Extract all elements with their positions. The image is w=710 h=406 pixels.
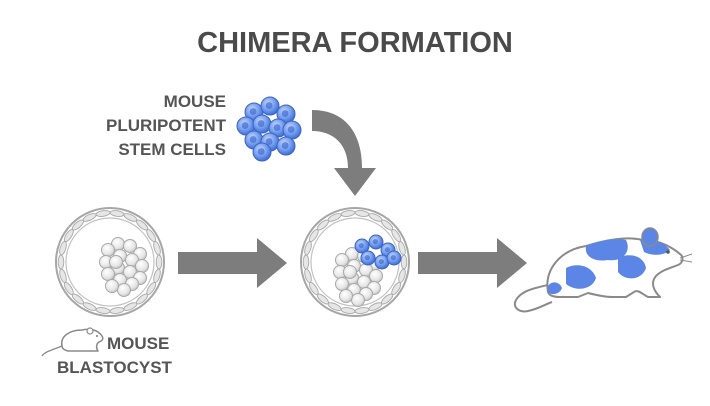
injected-stem-cells [354, 234, 402, 270]
stem-cell-nucleus [257, 120, 265, 127]
stem-cell-cluster [236, 96, 302, 162]
inner-mass-cell [101, 243, 115, 257]
inner-mass-cell [135, 259, 149, 273]
stem-cells-label: MOUSE PLURIPOTENT STEM CELLS [106, 92, 227, 159]
stem-cell-nucleus [378, 258, 384, 265]
stem-cells-label-line-1: MOUSE [164, 92, 226, 111]
inner-mass-cell [351, 293, 365, 307]
inner-mass-cell [101, 267, 115, 281]
stem-cell-nucleus [372, 238, 378, 245]
stem-cells-label-line-3: STEM CELLS [118, 140, 226, 159]
arrow-right-2 [418, 238, 527, 288]
chimera-mouse-eye [666, 250, 670, 254]
blastocyst-label: MOUSE BLASTOCYST [57, 334, 173, 377]
trophoblast-cell [57, 254, 65, 270]
stem-cell-nucleus [287, 126, 295, 133]
trophoblast-cell [398, 240, 406, 256]
blastocyst-label-line-1: MOUSE [107, 334, 169, 353]
chimera-patch-flank [566, 265, 596, 289]
stem-cells-label-line-2: PLURIPOTENT [106, 116, 227, 135]
trophoblast-cell [155, 254, 163, 270]
stem-cell-nucleus [384, 246, 390, 253]
inner-mass-cell [343, 265, 357, 279]
trophoblast-cell [302, 254, 310, 270]
chimera-mouse-whiskers [679, 253, 693, 263]
stem-cell-nucleus [390, 254, 396, 261]
stem-cell-nucleus [249, 136, 257, 143]
trophoblast-ring-left [57, 210, 163, 314]
trophoblast-cell [400, 254, 408, 270]
inner-mass-cell [339, 289, 353, 303]
stem-cell-nucleus [358, 242, 364, 249]
inner-cell-mass-left [99, 237, 149, 297]
blastocyst-label-line-2: BLASTOCYST [57, 358, 173, 377]
small-mouse-icon [41, 327, 104, 357]
diagram-title: CHIMERA FORMATION [197, 27, 513, 59]
chimera-mouse [513, 227, 693, 313]
chimera-mouse-tail [513, 283, 553, 313]
inner-mass-cell [123, 239, 137, 253]
stem-cell-nucleus [281, 110, 289, 117]
inner-mass-cell [335, 253, 349, 267]
inner-mass-cell [369, 269, 383, 283]
inner-mass-cell [109, 255, 123, 269]
blastocyst-left [55, 207, 165, 317]
arrow-right-1 [178, 238, 287, 288]
curved-arrow-down [312, 110, 376, 196]
stem-cell-nucleus [257, 148, 265, 155]
stem-cell-nucleus [241, 122, 249, 129]
stem-cell-nucleus [265, 102, 273, 109]
chimera-mouse-ear [641, 227, 659, 247]
inner-mass-cell [335, 277, 349, 291]
trophoblast-ring-injected [302, 210, 408, 314]
blastocyst-injected [300, 207, 410, 317]
stem-cell-nucleus [281, 142, 289, 149]
inner-mass-cell [117, 283, 131, 297]
stem-cell-nucleus [364, 254, 370, 261]
stem-cell-nucleus [265, 138, 273, 145]
chimera-patch-shoulder [618, 255, 646, 279]
chimera-patch-back [585, 239, 628, 261]
trophoblast-cell [153, 240, 161, 256]
stem-cell-nucleus [249, 108, 257, 115]
chimera-patch-tailbase [548, 282, 562, 295]
stem-cell-nucleus [273, 124, 281, 131]
inner-mass-cell [105, 279, 119, 293]
